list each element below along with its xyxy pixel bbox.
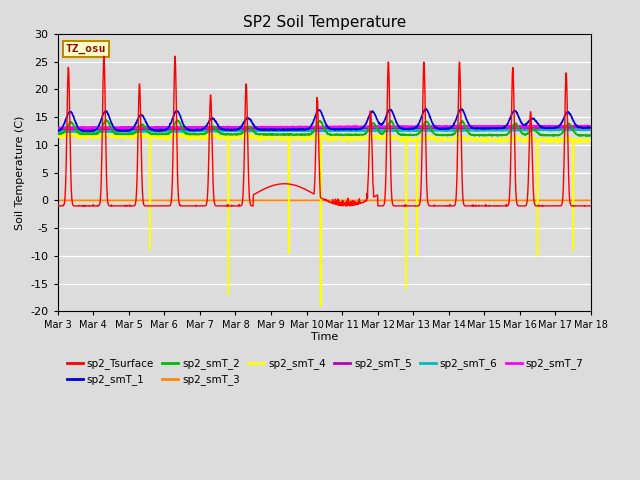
Legend: sp2_Tsurface, sp2_smT_1, sp2_smT_2, sp2_smT_3, sp2_smT_4, sp2_smT_5, sp2_smT_6, : sp2_Tsurface, sp2_smT_1, sp2_smT_2, sp2_… <box>63 354 588 389</box>
X-axis label: Time: Time <box>311 332 338 342</box>
Text: TZ_osu: TZ_osu <box>66 44 106 54</box>
Y-axis label: Soil Temperature (C): Soil Temperature (C) <box>15 116 25 230</box>
Title: SP2 Soil Temperature: SP2 Soil Temperature <box>243 15 406 30</box>
